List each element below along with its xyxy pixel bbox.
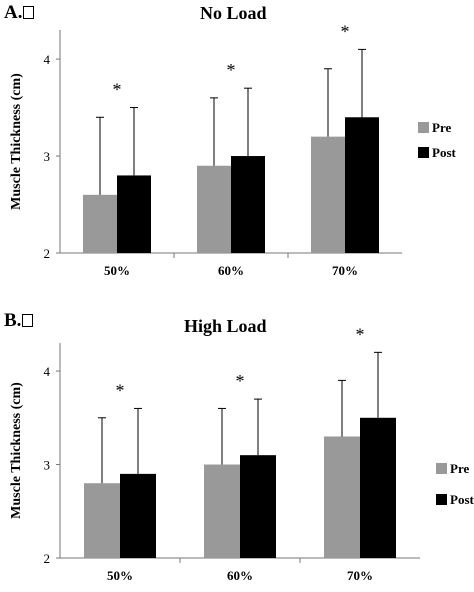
legend-swatch-post — [436, 494, 447, 505]
legend-label-post: Post — [450, 492, 474, 507]
x-tick-label: 60% — [227, 568, 253, 583]
x-tick-label: 50% — [104, 263, 130, 278]
y-tick-label: 3 — [44, 149, 51, 164]
bar-pre — [324, 436, 360, 558]
y-axis-title: Muscle Thickness (cm) — [9, 73, 24, 210]
bar-post — [360, 417, 396, 558]
legend-swatch-post — [418, 147, 429, 158]
y-axis-title: Muscle Thickness (cm) — [9, 382, 24, 519]
x-tick-label: 70% — [332, 263, 358, 278]
bar-pre — [197, 165, 231, 253]
legend-label-post: Post — [432, 145, 457, 160]
y-tick-label: 2 — [44, 246, 51, 261]
placeholder-glyph-icon — [23, 6, 35, 19]
legend-swatch-pre — [418, 122, 429, 133]
chart-panel-a: A. No Load Muscle Thickness (cm) 2 3 4 50% * 6… — [0, 0, 474, 292]
bar-post — [345, 117, 379, 254]
x-tick-label: 70% — [347, 568, 373, 583]
chart-title-a: No Load — [200, 3, 267, 23]
y-tick-label: 4 — [44, 52, 51, 67]
placeholder-glyph-icon — [22, 314, 34, 327]
significance-marker: * — [236, 371, 245, 391]
legend-label-pre: Pre — [432, 120, 451, 135]
x-tick-label: 60% — [218, 263, 244, 278]
x-tick-label: 50% — [107, 568, 133, 583]
chart-panel-b: B. High Load Muscle Thickness (cm) 2 3 4 50%… — [0, 308, 474, 592]
bar-pre — [83, 194, 117, 253]
significance-marker: * — [113, 80, 122, 100]
y-tick-label: 3 — [44, 458, 51, 473]
y-tick-label: 2 — [44, 551, 51, 566]
significance-marker: * — [341, 21, 350, 41]
legend-swatch-pre — [436, 463, 447, 474]
bar-pre — [311, 136, 345, 253]
significance-marker: * — [116, 380, 125, 400]
bar-chart-b: Muscle Thickness (cm) 2 3 4 50% * 60% * 70% * Pre P… — [9, 324, 474, 583]
bar-post — [240, 455, 276, 558]
panel-label-a: A. — [4, 2, 35, 24]
panel-label-b: B. — [4, 310, 34, 332]
bar-post — [117, 175, 151, 253]
significance-marker: * — [227, 60, 236, 80]
y-tick-label: 4 — [44, 364, 51, 379]
legend-label-pre: Pre — [450, 461, 469, 476]
chart-title-b: High Load — [184, 316, 267, 336]
bar-pre — [204, 464, 240, 558]
significance-marker: * — [356, 324, 365, 344]
bar-post — [120, 473, 156, 558]
bar-chart-a: Muscle Thickness (cm) 2 3 4 50% * 60% * 70% * Pre P… — [9, 21, 457, 278]
bar-post — [231, 156, 265, 253]
bar-pre — [84, 483, 120, 558]
